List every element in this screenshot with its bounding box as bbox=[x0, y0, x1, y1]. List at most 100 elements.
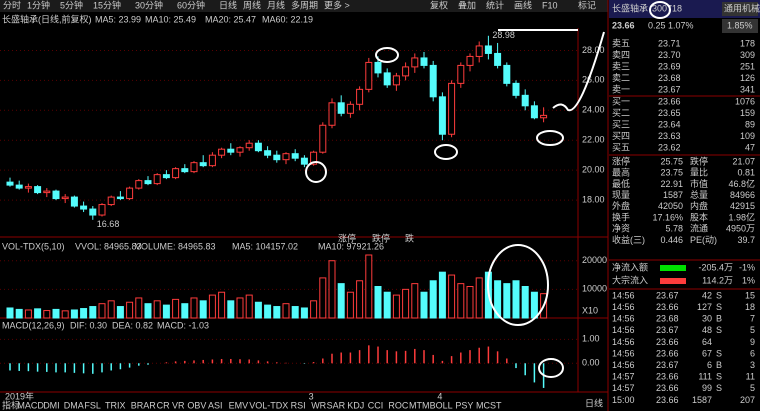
indicator-tab[interactable]: FSL bbox=[84, 400, 101, 410]
candle-body bbox=[98, 204, 106, 216]
candle-body bbox=[273, 154, 281, 161]
indicator-tab[interactable]: MACD bbox=[17, 400, 44, 410]
book-label: 买一 bbox=[612, 96, 630, 106]
trade-price: 23.67 bbox=[656, 360, 679, 370]
indicator-tab[interactable]: DMA bbox=[64, 400, 84, 410]
candle-body bbox=[346, 103, 354, 114]
indicator-tab[interactable]: KDJ bbox=[347, 400, 364, 410]
indicator-tab[interactable]: DMI bbox=[43, 400, 60, 410]
volume-bar bbox=[291, 306, 299, 319]
volume-bar bbox=[236, 297, 244, 319]
y-tick-label: 0.00 bbox=[582, 358, 600, 368]
indicator-tab[interactable]: TRIX bbox=[105, 400, 126, 410]
volume-bar bbox=[512, 280, 520, 319]
extra-box bbox=[722, 19, 758, 33]
trade-side: S bbox=[716, 372, 722, 382]
period-tab[interactable]: 月线 bbox=[267, 0, 285, 10]
period-tab[interactable]: 多周期 bbox=[291, 0, 318, 10]
indicator-tab[interactable]: BRAR bbox=[131, 400, 157, 410]
volume-bar bbox=[107, 300, 115, 319]
toolbar bbox=[0, 0, 608, 12]
period-tab[interactable]: 60分钟 bbox=[177, 0, 205, 10]
indicator-tab[interactable]: CR bbox=[157, 400, 170, 410]
indicator-tab[interactable]: MTM bbox=[409, 400, 430, 410]
book-price: 23.63 bbox=[658, 131, 681, 141]
tool-button[interactable]: 统计 bbox=[486, 0, 504, 10]
stat-label: 净资 bbox=[612, 223, 630, 234]
extra: 1.85% bbox=[727, 20, 753, 30]
y-tick-label: 28.00 bbox=[582, 45, 605, 55]
trade-price: 23.67 bbox=[656, 325, 679, 335]
volume-bar bbox=[402, 288, 410, 319]
indicator-tab[interactable]: RSI bbox=[291, 400, 306, 410]
candle-body bbox=[420, 57, 428, 66]
period-tab[interactable]: 30分钟 bbox=[135, 0, 163, 10]
indicator-tab[interactable]: SAR bbox=[327, 400, 346, 410]
trade-time: 14:56 bbox=[612, 290, 635, 300]
tool-button[interactable]: 画线 bbox=[514, 0, 532, 10]
tool-button[interactable]: F10 bbox=[542, 0, 558, 10]
tool-button[interactable]: 复权 bbox=[430, 0, 448, 10]
volume-bar bbox=[346, 291, 354, 319]
period-tab[interactable]: 15分钟 bbox=[93, 0, 121, 10]
stroke bbox=[552, 31, 605, 112]
indicator-tab[interactable]: WR bbox=[311, 400, 326, 410]
volume-bar bbox=[264, 304, 272, 319]
volume-bar bbox=[319, 277, 327, 319]
candle-body bbox=[484, 45, 492, 54]
volume-bar bbox=[80, 308, 88, 319]
indicator-tab[interactable]: CCI bbox=[368, 400, 384, 410]
volume-bar bbox=[475, 277, 483, 319]
candle-body bbox=[282, 153, 290, 161]
limit-mark: 跌 bbox=[405, 233, 414, 243]
indicator-tab[interactable]: VR bbox=[172, 400, 185, 410]
quote-panel: 长盛轴承 300718 通用机械 23.66 0.25 1.07% 1.85% 卖五 23.71… bbox=[609, 0, 760, 405]
period-tab[interactable]: 5分钟 bbox=[60, 0, 83, 10]
indicator-tab[interactable]: EMV bbox=[229, 400, 249, 410]
indicator-tab[interactable]: 指标 bbox=[2, 399, 20, 410]
volume-bar bbox=[245, 294, 253, 319]
indicator-tab[interactable]: VOL-TDX bbox=[249, 400, 288, 410]
volume-bar bbox=[411, 283, 419, 319]
tool-button[interactable]: 叠加 bbox=[458, 0, 476, 10]
period-tab[interactable]: 日线 bbox=[219, 0, 237, 10]
stat-label: 涨停 bbox=[612, 155, 630, 166]
volume-bar bbox=[70, 309, 78, 319]
trade-price: 23.66 bbox=[656, 302, 679, 312]
stat-value: 17.16% bbox=[652, 212, 683, 222]
book-label: 卖五 bbox=[612, 38, 630, 48]
candle-body bbox=[448, 82, 456, 135]
price: 23.66 bbox=[612, 20, 635, 30]
stat-label: 总量 bbox=[690, 189, 708, 200]
indicator-tab[interactable]: BOLL bbox=[430, 400, 453, 410]
book-volume: 309 bbox=[740, 50, 755, 60]
flow-value: -205.4万 bbox=[698, 262, 733, 272]
stat-value: 5.78 bbox=[665, 224, 683, 234]
volume-bar bbox=[365, 254, 373, 319]
period-tab[interactable]: 更多 > bbox=[324, 0, 350, 10]
book-label: 卖一 bbox=[612, 84, 630, 94]
period-tab[interactable]: 日线 bbox=[585, 397, 603, 408]
book-price: 23.64 bbox=[658, 119, 681, 129]
trade-volume: 67 bbox=[702, 348, 712, 358]
change: 0.25 bbox=[648, 20, 666, 30]
indicator-tab[interactable]: ROC bbox=[388, 400, 409, 410]
candle-body bbox=[402, 66, 410, 77]
indicator-tab[interactable]: PSY bbox=[455, 400, 473, 410]
candle-body bbox=[521, 94, 529, 107]
period-tab[interactable]: 周线 bbox=[243, 0, 261, 10]
indicator-tab[interactable]: ASI bbox=[208, 400, 223, 410]
date-label: 4 bbox=[437, 391, 442, 401]
period-tab[interactable]: 分时 bbox=[3, 0, 21, 10]
candle-body bbox=[162, 174, 170, 179]
indicator-tab[interactable]: OBV bbox=[187, 400, 206, 410]
stat-label: 最高 bbox=[612, 167, 630, 178]
indicator-tab[interactable]: MCST bbox=[476, 400, 502, 410]
trade-side: S bbox=[716, 325, 722, 335]
tool-button[interactable]: 标记 bbox=[578, 0, 596, 10]
volume-bar bbox=[199, 300, 207, 319]
stock-code: 300718 bbox=[652, 3, 682, 13]
candle-body bbox=[24, 186, 32, 189]
period-tab[interactable]: 1分钟 bbox=[27, 0, 50, 10]
trade-count: 18 bbox=[745, 302, 755, 312]
